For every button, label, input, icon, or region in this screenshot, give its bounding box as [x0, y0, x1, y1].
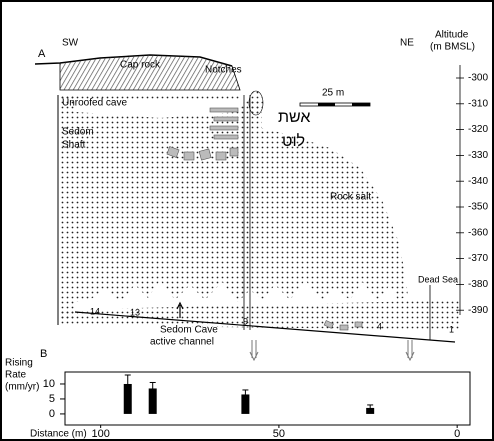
bar	[149, 388, 157, 413]
unit-label: Notches	[205, 65, 242, 76]
bar	[366, 408, 374, 414]
unit-label: Rock salt	[330, 192, 371, 203]
hebrew-label: לוט	[282, 132, 305, 150]
y-axis-title: Rate	[5, 370, 27, 381]
altitude-tick-label: -330	[468, 150, 488, 161]
altitude-tick-label: -300	[468, 73, 488, 84]
altitude-tick-label: -340	[468, 176, 488, 187]
axis-title: (m BMSL)	[430, 42, 475, 53]
point-label: 14	[90, 306, 100, 316]
altitude-tick-label: -350	[468, 202, 488, 213]
unit-label: active channel	[150, 337, 214, 348]
direction-label: NE	[400, 38, 414, 49]
hebrew-label: אשת	[278, 109, 310, 126]
axis-title: Altitude	[435, 30, 469, 41]
y-axis-title: Rising	[5, 358, 33, 369]
unit-label: Unroofed cave	[62, 98, 127, 109]
y-tick-label: 0	[49, 408, 55, 420]
altitude-tick-label: -370	[468, 253, 488, 264]
x-axis-title: Distance (m)	[30, 429, 87, 440]
unit-label: Sedom Cave	[160, 325, 218, 336]
altitude-tick-label: -320	[468, 124, 488, 135]
altitude-tick-label: -380	[468, 279, 488, 290]
x-tick-label: 0	[454, 428, 460, 440]
direction-label: SW	[62, 38, 79, 49]
figure: A SW NE Altitude (m BMSL) Cap rock Notch…	[0, 0, 494, 441]
scale-label: 25 m	[322, 88, 344, 99]
unit-label: Dead Sea	[418, 274, 458, 284]
altitude-tick-label: -310	[468, 98, 488, 109]
point-label: 1	[449, 324, 454, 334]
panel-label: B	[40, 348, 47, 360]
altitude-tick-label: -390	[468, 305, 488, 316]
x-tick-label: 100	[91, 428, 109, 440]
point-label: 9	[243, 316, 248, 326]
panel-label: A	[38, 48, 46, 60]
unit-label: Cap rock	[120, 60, 161, 71]
bar	[124, 384, 132, 414]
y-tick-label: 5	[49, 393, 55, 405]
point-label: 4	[377, 321, 382, 331]
altitude-tick-label: -360	[468, 227, 488, 238]
unit-label: Sedom	[62, 127, 94, 138]
y-tick-label: 10	[43, 378, 55, 390]
x-tick-label: 50	[273, 428, 285, 440]
y-axis-title: (mm/yr)	[5, 382, 39, 393]
point-label: 13	[130, 307, 140, 317]
bar	[241, 394, 249, 413]
unit-label: Shaft	[62, 140, 86, 151]
